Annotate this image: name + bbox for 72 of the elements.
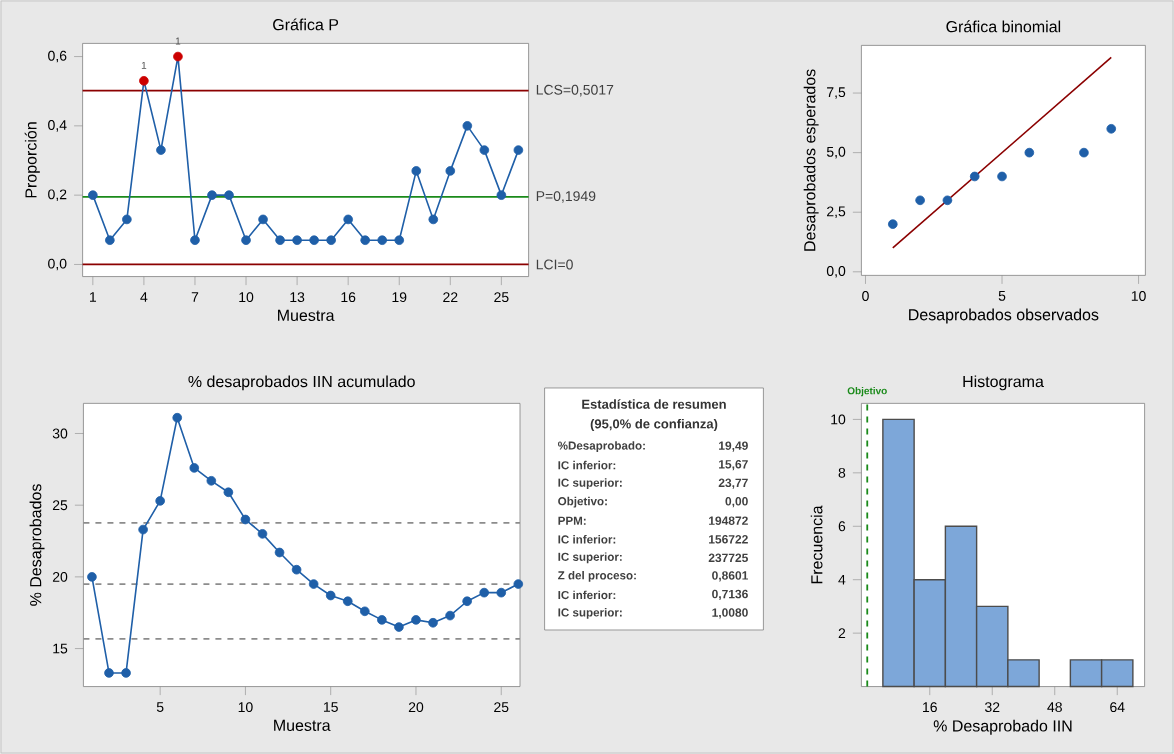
point bbox=[377, 235, 388, 245]
point bbox=[496, 587, 507, 598]
point bbox=[156, 145, 166, 155]
point bbox=[308, 579, 319, 589]
point bbox=[207, 190, 217, 200]
point bbox=[190, 235, 200, 245]
x-axis-title: Muestra bbox=[278, 309, 335, 321]
point bbox=[121, 668, 131, 678]
point bbox=[394, 622, 404, 632]
point bbox=[377, 615, 387, 625]
point bbox=[445, 166, 456, 176]
point bbox=[122, 214, 132, 225]
point bbox=[342, 596, 353, 607]
point bbox=[257, 529, 268, 539]
point bbox=[241, 235, 251, 245]
point bbox=[172, 412, 183, 423]
point bbox=[942, 195, 953, 206]
point bbox=[343, 214, 353, 225]
y-axis-title: Frecuencia bbox=[810, 505, 823, 584]
point bbox=[479, 145, 490, 155]
point bbox=[915, 195, 925, 206]
point bbox=[258, 214, 268, 225]
point bbox=[445, 610, 455, 621]
point bbox=[325, 590, 336, 601]
y-axis-title: Proporción bbox=[24, 122, 40, 198]
point bbox=[224, 190, 234, 200]
point bbox=[394, 235, 405, 245]
point bbox=[1106, 124, 1117, 134]
point bbox=[997, 171, 1007, 182]
point bbox=[274, 547, 285, 558]
point bbox=[411, 615, 421, 625]
point bbox=[326, 235, 336, 245]
point bbox=[189, 463, 200, 473]
point bbox=[240, 514, 251, 525]
x-axis-title: Muestra bbox=[274, 719, 331, 731]
point bbox=[513, 579, 524, 589]
point bbox=[173, 51, 183, 62]
point bbox=[462, 596, 472, 607]
point bbox=[138, 524, 148, 535]
point bbox=[969, 171, 980, 182]
point bbox=[139, 76, 149, 86]
point bbox=[292, 235, 302, 245]
x-axis-title: Desaprobados observados bbox=[909, 308, 1099, 324]
point bbox=[513, 145, 524, 155]
point bbox=[87, 572, 97, 582]
point bbox=[462, 121, 473, 131]
point bbox=[104, 668, 114, 678]
point bbox=[428, 214, 439, 225]
point bbox=[360, 606, 370, 617]
point bbox=[428, 617, 438, 628]
point bbox=[105, 235, 115, 245]
point bbox=[1079, 147, 1089, 158]
point bbox=[360, 235, 370, 245]
point bbox=[309, 235, 319, 245]
chart-title: % desaprobados IIN acumulado bbox=[188, 375, 415, 391]
y-axis-title: % Desaprobados bbox=[29, 484, 45, 606]
point bbox=[223, 487, 234, 498]
chart-title: Histograma bbox=[963, 375, 1044, 391]
point bbox=[275, 235, 285, 245]
point bbox=[206, 476, 217, 486]
point bbox=[496, 190, 507, 200]
point bbox=[411, 166, 422, 176]
point bbox=[888, 219, 898, 229]
y-axis-title: Desaprobados esperados bbox=[803, 69, 819, 251]
chart-title: Gráfica P bbox=[273, 18, 339, 31]
point bbox=[479, 587, 489, 598]
point bbox=[1024, 147, 1035, 158]
point bbox=[291, 564, 302, 575]
chart-title: Gráfica binomial bbox=[946, 20, 1061, 33]
point bbox=[88, 190, 98, 200]
x-axis-title: % Desaprobado IIN bbox=[933, 719, 1072, 735]
point bbox=[155, 496, 165, 506]
